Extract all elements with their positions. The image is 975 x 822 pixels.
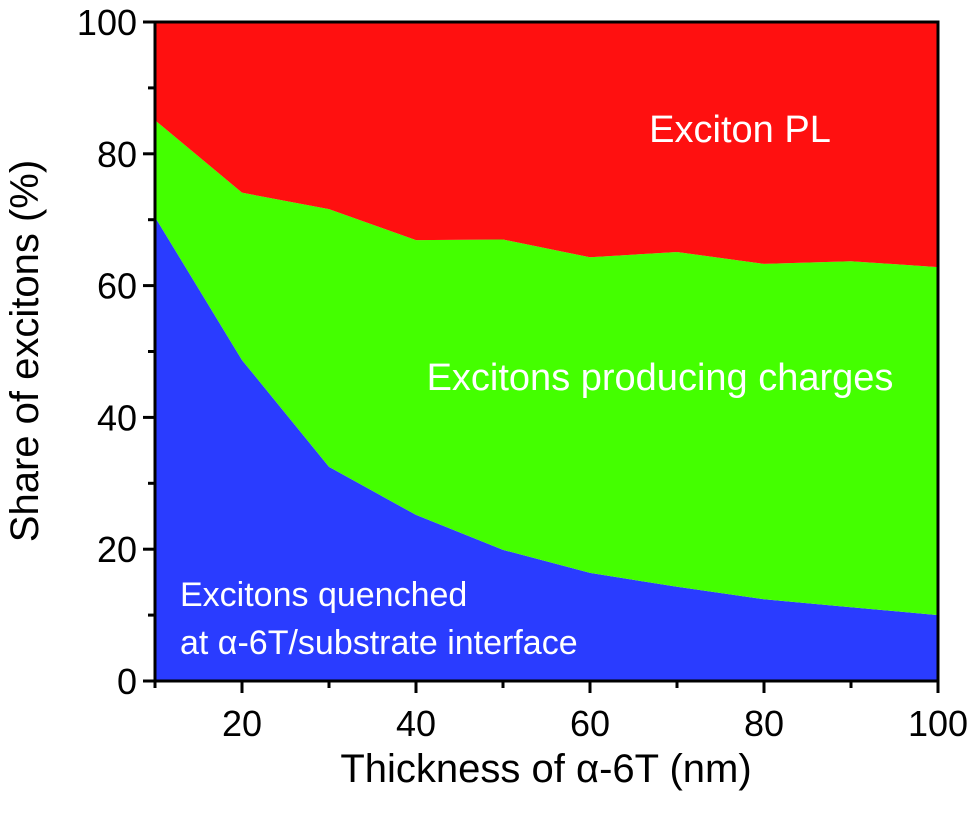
series-label-charges: Excitons producing charges (427, 357, 894, 399)
area-quenched (155, 217, 938, 681)
ticks: 20 40 60 80 100 0 20 40 60 80 100 (77, 2, 968, 744)
plot-frame (153, 20, 940, 683)
series-label-quenched-line1: Excitons quenched (180, 576, 467, 614)
x-tick-label: 60 (570, 703, 610, 744)
x-tick-label: 80 (744, 703, 784, 744)
y-tick-label: 60 (97, 266, 137, 307)
area-charges (155, 120, 938, 616)
area-pl (155, 22, 938, 268)
y-tick-label: 40 (97, 397, 137, 438)
x-tick-label: 100 (908, 703, 968, 744)
y-tick-label: 0 (117, 661, 137, 702)
y-axis-label: Share of excitons (%) (3, 160, 47, 542)
x-tick-label: 40 (396, 703, 436, 744)
y-tick-label: 20 (97, 529, 137, 570)
y-tick-label: 80 (97, 134, 137, 175)
areas (155, 22, 938, 681)
x-axis-label: Thickness of α-6T (nm) (340, 747, 751, 791)
y-tick-label: 100 (77, 2, 137, 43)
series-label-pl: Exciton PL (649, 109, 831, 151)
x-tick-label: 20 (222, 703, 262, 744)
series-label-quenched-line2: at α-6T/substrate interface (180, 624, 578, 662)
